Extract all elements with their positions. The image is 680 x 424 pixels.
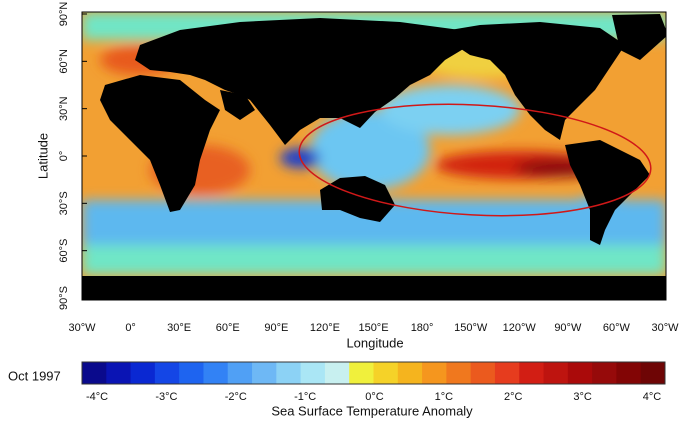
lat-tick-label: 60°S bbox=[58, 239, 70, 263]
lat-tick-label: 30°S bbox=[58, 191, 70, 215]
colorbar-tick-label: 4°C bbox=[643, 391, 662, 403]
lon-tick-label: 90°E bbox=[264, 322, 288, 334]
colorbar: -4°C -3°C -2°C -1°C 0°C 1°C 2°C 3°C 4°C bbox=[81, 361, 666, 403]
colorbar-title: Sea Surface Temperature Anomaly bbox=[271, 403, 473, 418]
colorbar-swatch bbox=[616, 362, 642, 384]
colorbar-swatch bbox=[397, 362, 423, 384]
colorbar-swatch bbox=[640, 362, 666, 384]
colorbar-swatch bbox=[300, 362, 326, 384]
lon-tick-label: 30°E bbox=[167, 322, 191, 334]
lon-tick-label: 60°W bbox=[603, 322, 631, 334]
colorbar-swatch bbox=[276, 362, 302, 384]
anomaly-region bbox=[82, 245, 666, 275]
x-axis-label: Longitude bbox=[346, 335, 403, 350]
lon-tick-label: 120°E bbox=[310, 322, 340, 334]
lon-tick-label: 60°E bbox=[216, 322, 240, 334]
australia bbox=[320, 176, 395, 222]
anomaly-region bbox=[310, 110, 430, 190]
lon-tick-label: 150°E bbox=[358, 322, 388, 334]
highlight-ellipse bbox=[298, 103, 652, 217]
lat-tick-label: 30°N bbox=[58, 96, 70, 121]
colorbar-swatch bbox=[470, 362, 496, 384]
colorbar-swatch bbox=[567, 362, 593, 384]
colorbar-swatch bbox=[179, 362, 204, 384]
colorbar-tick-label: -1°C bbox=[294, 391, 316, 403]
lon-tick-label: 120°W bbox=[503, 322, 537, 334]
lon-tick-label: 30°W bbox=[651, 322, 679, 334]
colorbar-tick-label: 0°C bbox=[365, 391, 384, 403]
colorbar-tick-label: -4°C bbox=[86, 391, 108, 403]
colorbar-swatch bbox=[592, 362, 617, 384]
colorbar-swatch bbox=[349, 362, 374, 384]
colorbar-tick-label: 2°C bbox=[504, 391, 523, 403]
colorbar-swatch bbox=[106, 362, 132, 384]
colorbar-swatch bbox=[82, 362, 107, 384]
colorbar-swatch bbox=[324, 362, 350, 384]
greenland bbox=[612, 14, 666, 60]
colorbar-swatch bbox=[154, 362, 180, 384]
colorbar-swatch bbox=[543, 362, 569, 384]
colorbar-swatch bbox=[252, 362, 277, 384]
lat-tick-label: 90°S bbox=[58, 286, 70, 310]
colorbar-swatch bbox=[519, 362, 545, 384]
africa bbox=[100, 75, 220, 212]
colorbar-swatch bbox=[203, 362, 229, 384]
lon-tick-label: 0° bbox=[125, 322, 136, 334]
lon-tick-label: 180° bbox=[411, 322, 434, 334]
colorbar-swatch bbox=[494, 362, 520, 384]
anomaly-region bbox=[380, 85, 520, 135]
date-label: Oct 1997 bbox=[8, 368, 61, 383]
y-axis-label: Latitude bbox=[35, 133, 50, 179]
colorbar-swatch bbox=[422, 362, 447, 384]
colorbar-swatch bbox=[227, 362, 253, 384]
colorbar-swatch bbox=[130, 362, 156, 384]
arabia bbox=[220, 90, 255, 120]
colorbar-tick-label: 3°C bbox=[573, 391, 592, 403]
eurasia bbox=[135, 18, 470, 145]
lat-tick-label: 90°N bbox=[58, 2, 70, 27]
lat-tick-label: 0° bbox=[58, 151, 70, 162]
colorbar-swatch bbox=[446, 362, 472, 384]
lat-tick-label: 60°N bbox=[58, 49, 70, 74]
colorbar-frame bbox=[81, 361, 666, 385]
north-america bbox=[450, 22, 625, 140]
south-america bbox=[565, 140, 650, 245]
lon-tick-label: 150°W bbox=[454, 322, 488, 334]
map bbox=[82, 12, 666, 300]
colorbar-tick-label: -2°C bbox=[225, 391, 247, 403]
colorbar-tick-label: 1°C bbox=[435, 391, 454, 403]
lon-tick-label: 90°W bbox=[554, 322, 582, 334]
colorbar-tick-label: -3°C bbox=[155, 391, 177, 403]
colorbar-swatch bbox=[373, 362, 399, 384]
lon-tick-label: 30°W bbox=[68, 322, 96, 334]
